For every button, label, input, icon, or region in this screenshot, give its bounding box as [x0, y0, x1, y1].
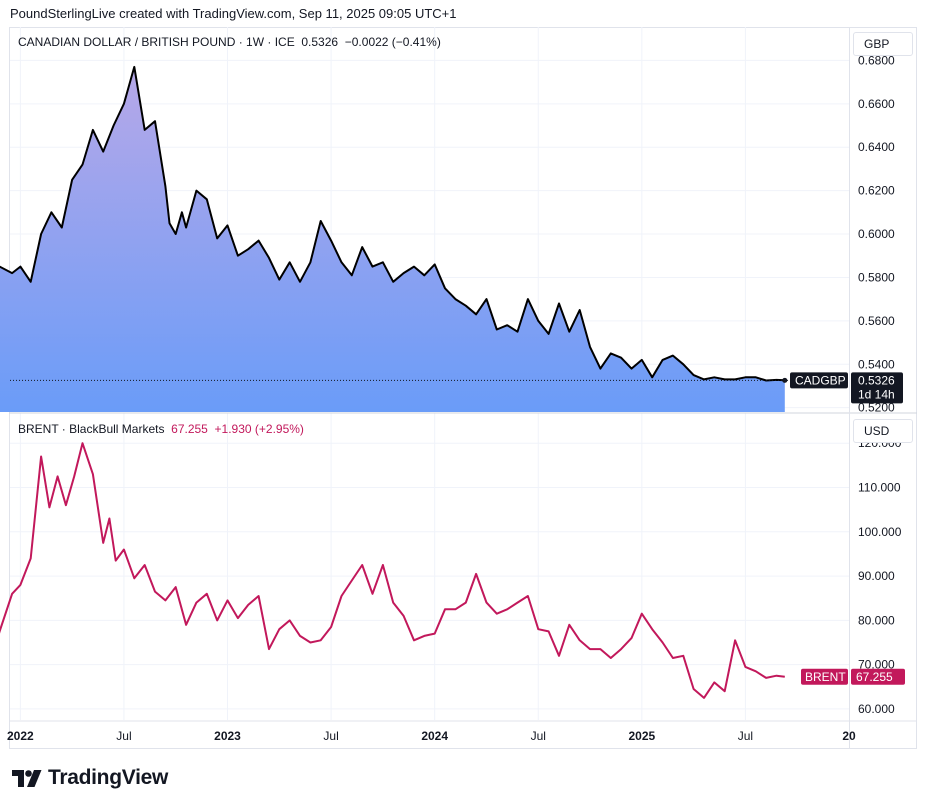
tradingview-logo-icon	[12, 769, 42, 787]
cad-symbol-label: CADGBP	[795, 373, 846, 387]
brent-symbol-title: BRENT · BlackBull Markets	[18, 422, 165, 436]
y-tick-label: 0.5800	[858, 270, 895, 284]
cad-value-label-bg	[851, 372, 903, 404]
cad-area-fill	[0, 66, 785, 412]
chart-attribution: PoundSterlingLive created with TradingVi…	[10, 6, 457, 21]
x-tick-label: 2022	[7, 729, 34, 743]
cad-value-label: 0.5326	[858, 373, 895, 387]
y-tick-label: 110.000	[858, 481, 901, 495]
brent-change: +1.930 (+2.95%)	[214, 422, 304, 436]
brent-symbol-label: BRENT	[805, 670, 846, 684]
brent-last-price: 67.255	[171, 422, 208, 436]
x-tick-label: Jul	[531, 729, 546, 743]
y-tick-label: 0.6800	[858, 53, 895, 67]
cad-symbol-label-bg	[790, 372, 848, 389]
y-tick-label: 90.000	[858, 569, 895, 583]
cad-countdown-label: 1d 14h	[858, 387, 895, 401]
y-tick-label: 70.000	[858, 658, 895, 672]
cad-currency-button[interactable]: GBP	[853, 32, 913, 56]
x-tick-label: 2024	[421, 729, 448, 743]
x-tick-label: Jul	[323, 729, 338, 743]
brent-value-label: 67.255	[856, 670, 893, 684]
brent-currency-button[interactable]: USD	[853, 419, 913, 443]
x-tick-label: Jul	[116, 729, 131, 743]
y-tick-label: 0.6000	[858, 227, 895, 241]
tradingview-logo[interactable]: TradingView	[12, 766, 168, 790]
cad-change: −0.0022 (−0.41%)	[344, 35, 441, 49]
brent-price-line	[0, 442, 785, 699]
cad-pane-title: CANADIAN DOLLAR / BRITISH POUND · 1W · I…	[18, 35, 441, 49]
x-tick-label: 2025	[628, 729, 655, 743]
y-tick-label: 0.6400	[858, 140, 895, 154]
y-tick-label: 60.000	[858, 702, 895, 716]
cad-symbol-title: CANADIAN DOLLAR / BRITISH POUND · 1W · I…	[18, 35, 295, 49]
y-tick-label: 0.5600	[858, 314, 895, 328]
brent-value-label-bg	[851, 668, 905, 685]
x-tick-label: 20	[842, 729, 856, 743]
y-tick-label: 100.000	[858, 525, 902, 539]
y-tick-label: 0.5400	[858, 357, 895, 371]
brent-symbol-label-bg	[801, 668, 848, 685]
cad-last-price: 0.5326	[301, 35, 339, 49]
x-tick-label: 2023	[214, 729, 241, 743]
tradingview-logo-text: TradingView	[48, 766, 169, 789]
y-tick-label: 0.6200	[858, 184, 895, 198]
cad-price-line	[0, 65, 785, 382]
y-tick-label: 0.5200	[858, 401, 895, 415]
y-tick-label: 80.000	[858, 613, 895, 627]
y-tick-label: 0.6600	[858, 97, 895, 111]
x-tick-label: Jul	[738, 729, 753, 743]
brent-pane-title: BRENT · BlackBull Markets 67.255 +1.930 …	[18, 422, 304, 436]
cad-last-point	[782, 377, 788, 383]
